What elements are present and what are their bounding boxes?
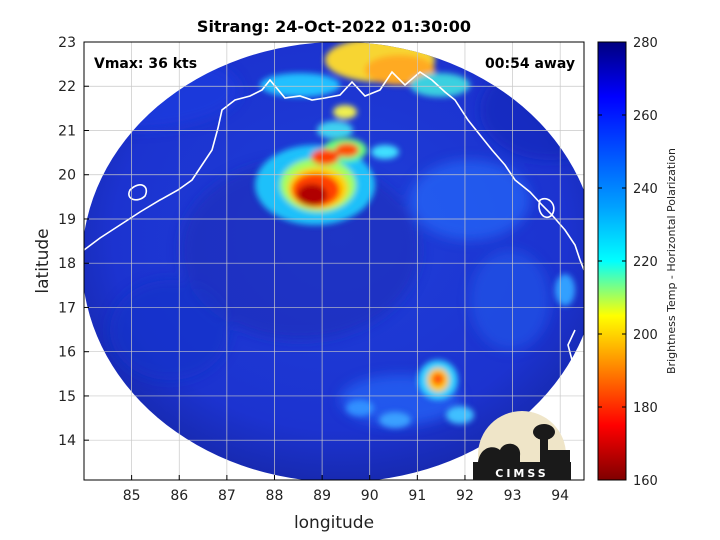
- colorbar-tick-label: 220: [633, 255, 658, 270]
- x-axis: 85 86 87 88 89 90 91 92 93 94: [123, 475, 569, 504]
- y-tick-label: 16: [58, 345, 76, 361]
- x-tick-label: 92: [456, 488, 474, 504]
- y-tick-label: 22: [58, 79, 76, 95]
- coastline: [84, 70, 584, 381]
- y-tick-label: 21: [58, 123, 76, 139]
- colorbar-tick-label: 260: [633, 109, 658, 124]
- x-tick-label: 86: [170, 488, 188, 504]
- colorbar-tick-label: 180: [633, 401, 658, 416]
- x-tick-label: 90: [361, 488, 379, 504]
- y-axis: 14 15 16 17 18 19 20 21 22 23: [58, 35, 89, 449]
- x-tick-label: 94: [551, 488, 569, 504]
- y-tick-label: 18: [58, 256, 76, 272]
- cimss-logo: CIMSS: [473, 411, 571, 480]
- y-tick-label: 19: [58, 212, 76, 228]
- colorbar-tick-label: 280: [633, 36, 658, 51]
- colorbar-tick-label: 200: [633, 328, 658, 343]
- swath-image: [84, 42, 584, 480]
- logo-text: CIMSS: [495, 467, 548, 480]
- x-tick-label: 93: [504, 488, 522, 504]
- logo-dish-icon: [478, 443, 521, 462]
- x-tick-label: 89: [313, 488, 331, 504]
- x-tick-label: 87: [218, 488, 236, 504]
- y-tick-label: 23: [58, 35, 76, 51]
- colorbar-tick-label: 160: [633, 474, 658, 489]
- y-tick-label: 15: [58, 389, 76, 405]
- y-axis-label: latitude: [33, 228, 53, 293]
- y-tick-label: 14: [58, 433, 76, 449]
- time-away-annotation: 00:54 away: [485, 56, 575, 72]
- colorbar: 160 180 200 220 240 260 280 Brightness Temp - …: [597, 36, 678, 489]
- chart-title: Sitrang: 24-Oct-2022 01:30:00: [197, 17, 471, 36]
- grid: [84, 42, 584, 480]
- colorbar-tick-label: 240: [633, 182, 658, 197]
- x-axis-label: longitude: [294, 513, 374, 533]
- y-tick-label: 17: [58, 300, 76, 316]
- y-tick-label: 20: [58, 168, 76, 184]
- vmax-annotation: Vmax: 36 kts: [94, 56, 197, 72]
- plot-frame: [83, 41, 585, 481]
- x-tick-label: 91: [408, 488, 426, 504]
- colorbar-label: Brightness Temp - Horizontal Polarizatio…: [665, 148, 678, 374]
- x-tick-label: 88: [266, 488, 284, 504]
- x-tick-label: 85: [123, 488, 141, 504]
- logo-tower-icon: [533, 424, 555, 440]
